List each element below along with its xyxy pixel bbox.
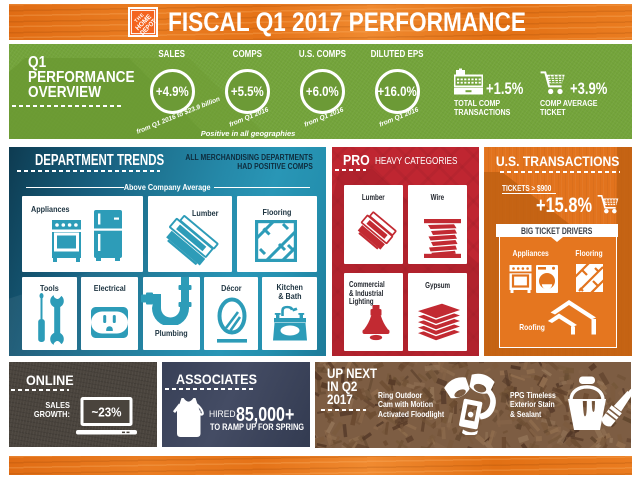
svg-text:~23%: ~23% [91,405,121,419]
